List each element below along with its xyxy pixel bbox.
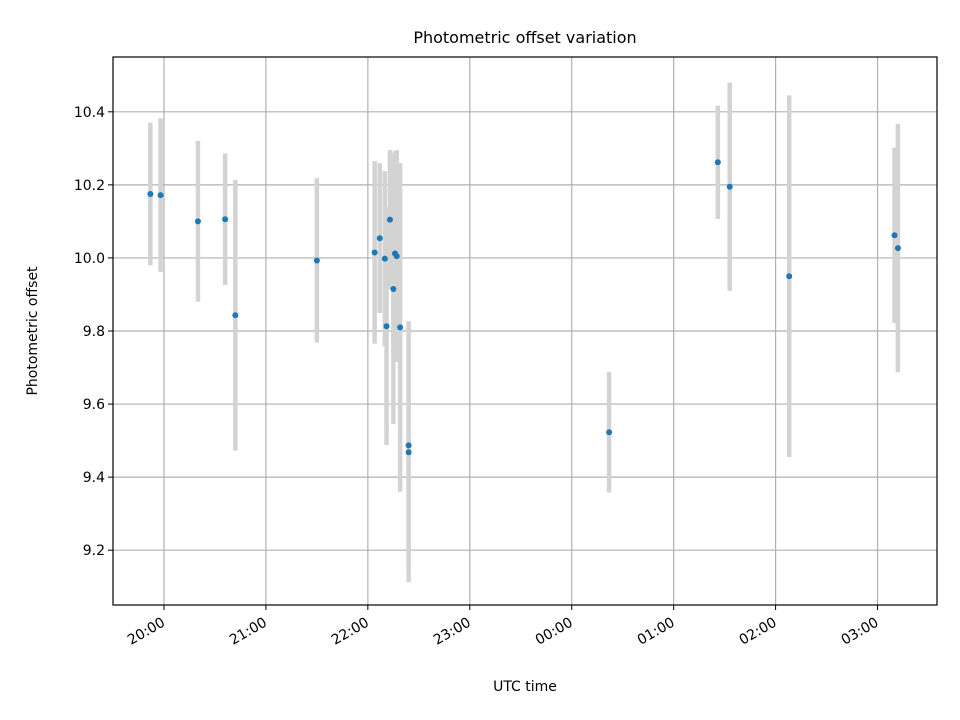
y-tick-label: 9.6 <box>83 397 105 413</box>
chart-title: Photometric offset variation <box>413 28 636 47</box>
data-point <box>147 191 154 197</box>
data-point <box>726 183 733 190</box>
y-tick-label: 10.0 <box>74 251 105 267</box>
y-tick-label: 9.8 <box>83 324 105 340</box>
point-layer <box>147 159 901 456</box>
grid-layer <box>113 57 937 605</box>
y-tick-label: 9.2 <box>83 543 105 559</box>
data-point <box>194 218 201 225</box>
data-point <box>390 285 397 292</box>
data-point <box>232 312 239 319</box>
data-point <box>376 235 383 242</box>
data-point <box>606 429 613 436</box>
data-point <box>222 216 229 223</box>
y-tick-label: 9.4 <box>83 470 105 486</box>
y-axis-label: Photometric offset <box>25 266 41 396</box>
data-point <box>891 232 898 239</box>
y-tick-label: 10.4 <box>74 105 105 121</box>
y-axis-ticks: 9.2 9.4 9.6 9.8 10.0 10.2 10.4 <box>74 105 113 559</box>
data-point <box>313 257 320 264</box>
data-point <box>786 273 793 280</box>
data-point <box>386 216 393 223</box>
data-point <box>393 253 400 260</box>
data-point <box>383 323 390 330</box>
data-point <box>157 192 164 199</box>
data-point <box>397 324 404 331</box>
data-point <box>381 255 388 262</box>
y-tick-label: 10.2 <box>74 178 105 194</box>
data-point <box>894 245 901 252</box>
x-axis-label: UTC time <box>493 679 557 695</box>
data-point <box>371 249 378 256</box>
data-point <box>405 442 412 449</box>
data-point <box>714 159 721 166</box>
data-point <box>405 449 412 456</box>
